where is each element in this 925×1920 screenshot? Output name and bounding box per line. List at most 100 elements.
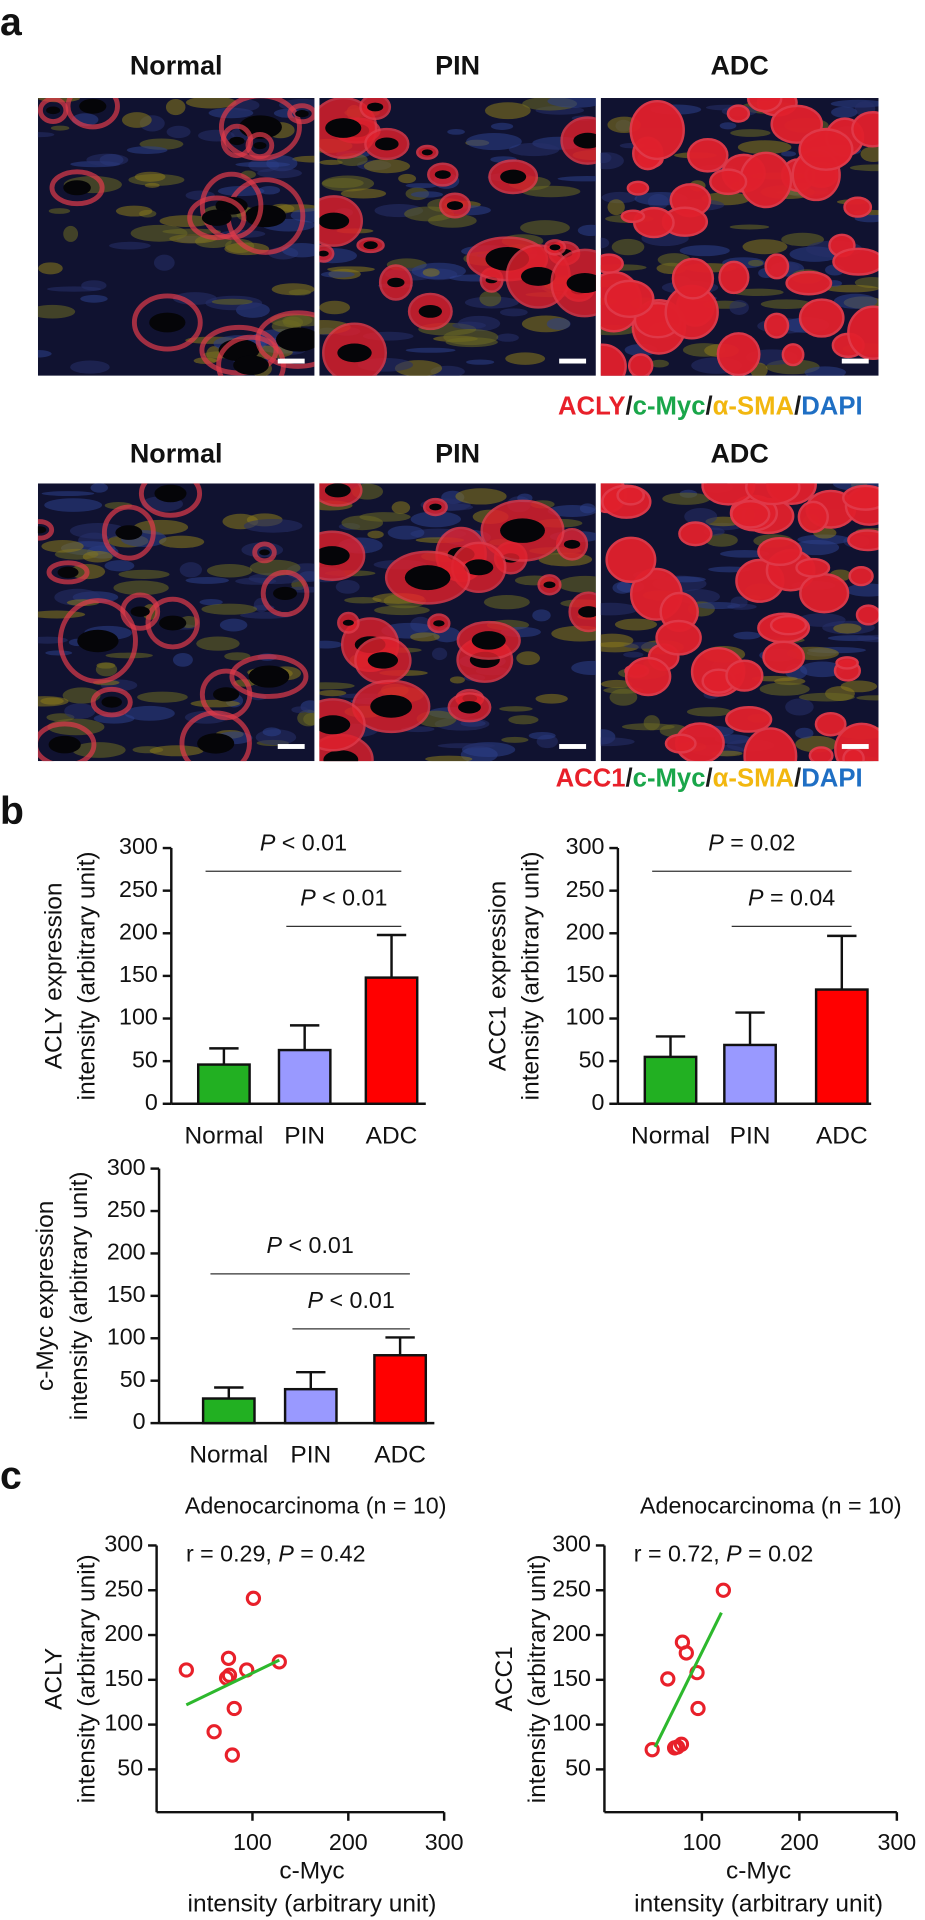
- stroma: [781, 232, 825, 247]
- panel-label: b: [0, 790, 24, 833]
- stroma: [455, 488, 507, 505]
- bar: [196, 1063, 251, 1105]
- lumen: [566, 273, 596, 293]
- stroma: [466, 359, 495, 365]
- stroma: [374, 605, 430, 616]
- stroma: [159, 215, 213, 227]
- stroma: [81, 280, 107, 291]
- y-tick-label: 250: [552, 1575, 591, 1601]
- stroma: [600, 237, 610, 249]
- stroma: [679, 245, 730, 257]
- y-axis-label: ACC1 expression: [485, 881, 512, 1071]
- significance-label: P = 0.02: [708, 830, 795, 856]
- gland: [655, 619, 702, 656]
- stroma: [153, 254, 175, 271]
- scale-bar: [277, 744, 305, 749]
- bar: [723, 1043, 777, 1105]
- text-run: P: [278, 1540, 294, 1566]
- gland: [808, 746, 834, 762]
- lumen: [48, 735, 81, 754]
- stroma: [649, 359, 669, 368]
- lumen: [37, 526, 47, 534]
- stroma: [483, 595, 530, 610]
- text-run: r = 0.72,: [634, 1540, 726, 1566]
- gland: [855, 604, 879, 626]
- lumen: [77, 629, 119, 653]
- stroma: [614, 618, 658, 631]
- stroma: [528, 731, 556, 740]
- micrograph: [37, 483, 315, 762]
- stroma: [797, 613, 846, 627]
- gland: [65, 98, 120, 130]
- legend-part: ACLY: [558, 392, 626, 420]
- lumen: [319, 250, 329, 257]
- scale-bar: [559, 744, 587, 749]
- gland: [686, 137, 729, 173]
- point: [178, 1662, 194, 1678]
- gland: [120, 592, 161, 631]
- stroma: [158, 535, 205, 549]
- lumen: [404, 565, 451, 591]
- micrograph: [600, 483, 879, 762]
- gland: [848, 566, 874, 587]
- stroma: [37, 350, 52, 358]
- stroma: [248, 572, 303, 585]
- text-run: = 0.02: [742, 1540, 814, 1566]
- stroma: [760, 299, 813, 309]
- y-tick-label: 0: [592, 1089, 605, 1115]
- stroma: [206, 563, 253, 578]
- gland: [624, 656, 672, 697]
- gland: [604, 279, 655, 319]
- stroma: [484, 102, 531, 120]
- legend-part: α-SMA: [713, 764, 794, 792]
- y-tick-label: 0: [133, 1408, 146, 1434]
- stroma: [190, 699, 240, 708]
- gland: [101, 504, 156, 561]
- y-tick-label: 150: [119, 961, 158, 987]
- y-tick-label: 300: [552, 1531, 591, 1557]
- lumen: [549, 244, 561, 251]
- text-run: < 0.01: [323, 1287, 395, 1313]
- y-tick-label: 100: [552, 1710, 591, 1736]
- lumen: [253, 141, 267, 150]
- y-axis-label: ACLY: [41, 1648, 68, 1710]
- lumen: [79, 98, 107, 114]
- lumen: [342, 619, 354, 626]
- point: [644, 1742, 660, 1758]
- stroma: [291, 706, 309, 714]
- gland: [187, 195, 247, 241]
- y-tick-label: 150: [552, 1665, 591, 1691]
- stroma: [104, 560, 135, 572]
- y-axis-label: intensity (arbitrary unit): [74, 851, 101, 1100]
- y-tick-label: 50: [117, 1755, 143, 1781]
- lumen: [363, 241, 378, 250]
- lumen: [319, 546, 350, 566]
- text-run: = 0.42: [294, 1540, 366, 1566]
- chart-title: Adenocarcinoma (n = 10): [640, 1493, 902, 1519]
- y-tick-label: 200: [104, 1620, 143, 1646]
- stroma: [185, 576, 230, 584]
- scale-bar: [559, 358, 587, 364]
- y-tick-label: 100: [104, 1710, 143, 1736]
- x-tick-label: PIN: [730, 1122, 771, 1149]
- gland: [764, 253, 790, 280]
- stroma: [579, 503, 596, 514]
- lumen: [63, 180, 91, 196]
- stroma: [748, 259, 764, 267]
- panel-label: c: [0, 1455, 22, 1498]
- stroma: [124, 705, 175, 721]
- gland: [179, 710, 252, 762]
- stroma: [431, 647, 448, 661]
- gland: [229, 654, 309, 699]
- stroma: [44, 498, 103, 512]
- y-tick-label: 150: [104, 1665, 143, 1691]
- gland: [725, 706, 773, 733]
- lumen: [213, 687, 240, 702]
- stroma: [82, 550, 113, 563]
- point: [221, 1667, 238, 1683]
- stroma: [557, 575, 596, 593]
- x-tick-label: 200: [329, 1829, 368, 1855]
- lumen: [563, 539, 581, 549]
- stroma: [319, 682, 355, 690]
- stroma: [262, 727, 282, 737]
